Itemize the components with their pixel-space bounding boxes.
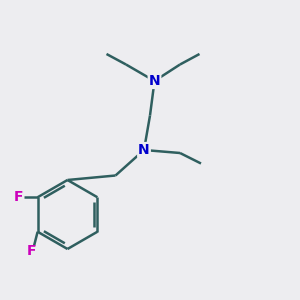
Text: N: N — [149, 74, 160, 88]
Text: N: N — [138, 143, 150, 157]
Text: F: F — [14, 190, 23, 204]
Text: F: F — [27, 244, 36, 258]
